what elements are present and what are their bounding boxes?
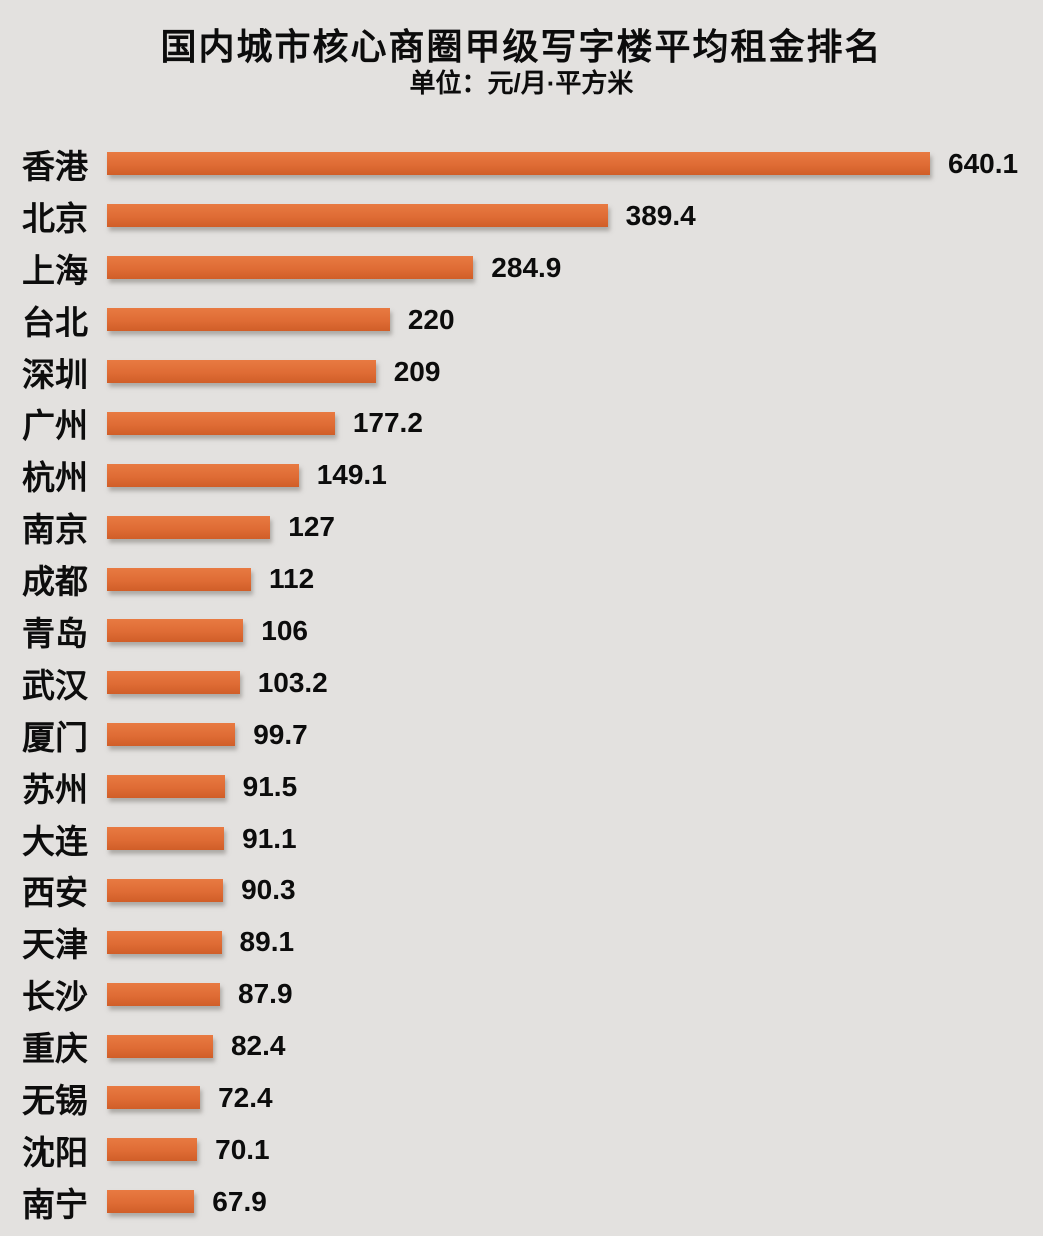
bar	[107, 360, 376, 383]
bar-row: 香港 640.1	[0, 138, 1043, 190]
bar-row: 苏州 91.5	[0, 761, 1043, 813]
bar	[107, 1190, 195, 1214]
value-label: 106	[261, 614, 308, 646]
bar-row: 厦门 99.7	[0, 709, 1043, 761]
value-label: 87.9	[238, 978, 293, 1010]
bar-row: 沈阳 70.1	[0, 1124, 1043, 1176]
bar-row: 无锡 72.4	[0, 1072, 1043, 1124]
bar	[107, 1138, 198, 1162]
bar-row: 深圳 209	[0, 346, 1043, 398]
bar	[107, 152, 930, 176]
bar	[107, 982, 221, 1006]
chart-title: 国内城市核心商圈甲级写字楼平均租金排名	[160, 26, 883, 67]
bar-row: 大连 91.1	[0, 813, 1043, 865]
value-label: 99.7	[253, 718, 308, 750]
city-label: 西安	[22, 874, 88, 912]
city-label: 沈阳	[22, 1133, 88, 1171]
city-label: 北京	[22, 199, 88, 237]
value-label: 127	[288, 511, 335, 543]
bar-row: 天津 89.1	[0, 916, 1043, 968]
value-label: 389.4	[625, 199, 696, 231]
city-label: 苏州	[22, 770, 88, 808]
value-label: 209	[393, 355, 441, 387]
bar-chart: 香港 640.1 北京 389.4 上海 284.9 台北 220 深圳 209 广州 177.2 杭州…	[0, 138, 1043, 1228]
city-label: 天津	[22, 926, 88, 964]
city-label: 香港	[22, 147, 88, 185]
city-label: 成都	[22, 563, 88, 601]
value-label: 112	[269, 563, 315, 595]
bar-row: 西安 90.3	[0, 864, 1043, 916]
bar-row: 武汉 103.2	[0, 657, 1043, 709]
bar-row: 北京 389.4	[0, 190, 1043, 242]
bar-row: 上海 284.9	[0, 242, 1043, 294]
bar	[107, 878, 224, 902]
bar	[107, 1086, 201, 1110]
value-label: 640.1	[948, 147, 1019, 179]
bar-row: 杭州 149.1	[0, 449, 1043, 501]
city-label: 广州	[22, 407, 88, 445]
bar	[107, 463, 299, 487]
value-label: 90.3	[241, 874, 296, 906]
city-label: 南宁	[22, 1185, 88, 1223]
bar-row: 南京 127	[0, 501, 1043, 553]
value-label: 149.1	[316, 459, 387, 491]
bar	[107, 1034, 213, 1058]
value-label: 89.1	[239, 926, 295, 958]
value-label: 91.1	[242, 822, 297, 854]
city-label: 长沙	[22, 978, 88, 1016]
bar	[107, 671, 240, 695]
city-label: 上海	[22, 251, 88, 289]
bar-row: 青岛 106	[0, 605, 1043, 657]
value-label: 284.9	[491, 251, 562, 283]
value-label: 82.4	[230, 1030, 286, 1062]
bar-row: 成都 112	[0, 553, 1043, 605]
value-label: 220	[407, 303, 455, 335]
city-label: 武汉	[22, 666, 88, 704]
bar	[107, 567, 251, 591]
city-label: 青岛	[22, 614, 88, 652]
city-label: 厦门	[22, 718, 88, 756]
bar	[107, 256, 474, 280]
bar-row: 长沙 87.9	[0, 968, 1043, 1020]
bar	[107, 619, 244, 643]
value-label: 177.2	[352, 407, 423, 439]
city-label: 重庆	[22, 1030, 88, 1068]
value-label: 72.4	[218, 1081, 273, 1113]
city-label: 大连	[22, 822, 88, 860]
chart-subtitle: 单位：元/月·平方米	[409, 68, 634, 98]
bar	[107, 204, 608, 228]
value-label: 91.5	[242, 770, 298, 802]
bar	[107, 827, 225, 851]
bar	[107, 723, 236, 747]
bar-row: 南宁 67.9	[0, 1176, 1043, 1228]
city-label: 南京	[22, 511, 88, 549]
value-label: 70.1	[215, 1133, 270, 1165]
city-label: 深圳	[22, 355, 88, 393]
value-label: 67.9	[212, 1185, 267, 1217]
bar	[107, 411, 335, 435]
bar	[107, 775, 225, 799]
bar-row: 台北 220	[0, 294, 1043, 346]
bar	[107, 308, 390, 332]
bar	[107, 515, 271, 539]
bar	[107, 930, 222, 954]
bar-row: 广州 177.2	[0, 397, 1043, 449]
city-label: 杭州	[22, 459, 88, 497]
bar-row: 重庆 82.4	[0, 1020, 1043, 1072]
city-label: 台北	[22, 303, 88, 341]
city-label: 无锡	[22, 1081, 88, 1119]
value-label: 103.2	[257, 666, 328, 698]
